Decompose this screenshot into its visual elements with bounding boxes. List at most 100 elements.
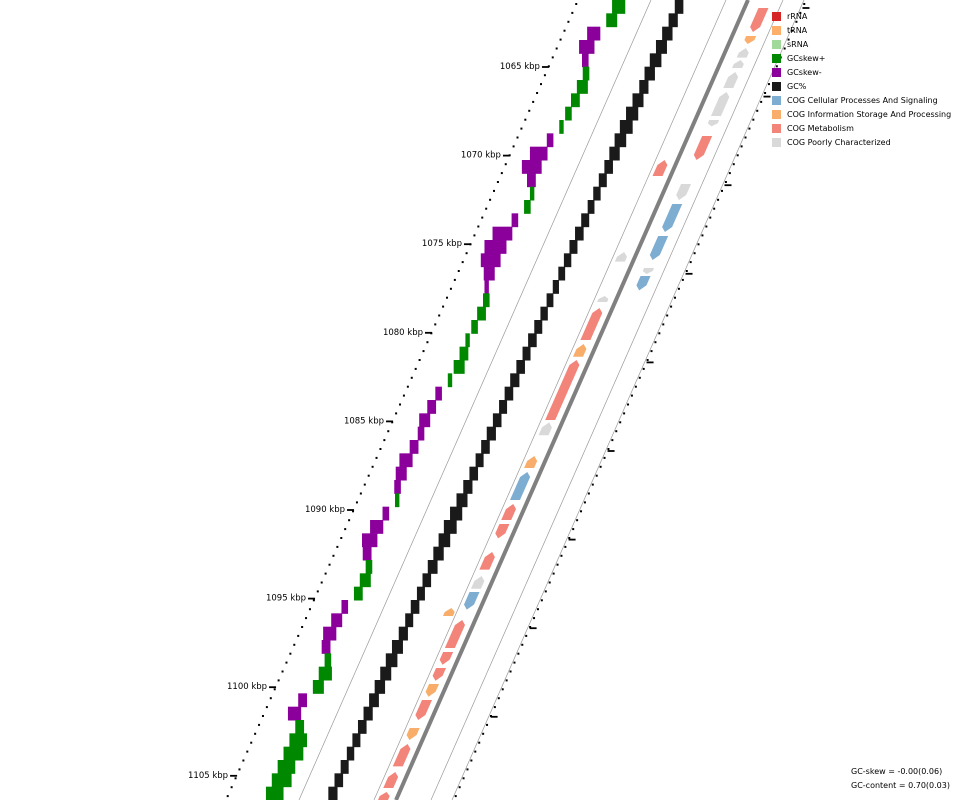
inner-feature [439,652,454,665]
gc-skew-bar [559,120,564,134]
outer-scale-dot [591,483,594,486]
legend-swatch [772,11,781,21]
gc-content-bar [540,306,548,321]
gc-content-bar [626,106,639,121]
inner-feature [392,744,411,767]
legend-item: COG Information Storage And Processing [772,107,951,121]
legend-label: COG Metabolism [787,123,854,133]
axis-dot [489,198,492,201]
legend-swatch [772,81,781,91]
gc-content-track [328,0,684,800]
gc-skew-bar [453,360,465,374]
axis-dot [375,456,378,459]
outer-scale-dot [787,38,790,41]
outer-scale-dot [478,741,481,744]
outer-scale-dot [709,216,712,219]
legend-swatch [772,25,781,35]
legend-label: COG Cellular Processes And Signaling [787,95,938,105]
outer-scale-dot [646,359,649,361]
axis-dot [312,599,315,602]
inner-feature [432,668,447,681]
outer-scale-dot [576,519,579,522]
outer-scale-dot [603,456,606,459]
gc-content-bar [534,320,543,334]
gc-content-bar [380,666,392,681]
outer-scale-dot [501,688,504,691]
outer-scale-dot [760,100,763,103]
outer-scale-dot [783,47,786,50]
axis-dot [355,501,358,504]
gc-skew-bar [459,346,469,361]
axis-dot [297,634,300,637]
outer-scale-dot [674,296,677,299]
gc-content-bar [369,693,379,708]
axis-dot [348,519,351,522]
position-axis: 1065 kbp 1070 kbp 1075 kbp 1080 kbp 1085 kbp… [188,3,810,798]
outer-feature [662,204,683,232]
gc-skew-bar [417,426,425,441]
gc-skew-bar [587,26,601,41]
backbone [394,0,750,800]
inner-feature [614,252,628,262]
outer-scale-dot [466,768,469,771]
axis-dot [281,670,284,673]
gc-skew-bar [289,733,307,748]
axis-dot [442,305,445,308]
legend-item: sRNA [772,37,951,51]
axis-dot [426,341,429,344]
gc-content-bar [546,293,554,308]
gc-content-bar [385,653,398,668]
axis-dot [520,127,523,130]
axis-tick-label: 1100 kbp [227,682,267,692]
gc-content-bar [363,706,373,721]
outer-scale-dot [728,172,731,175]
outer-scale-dot [493,706,496,709]
outer-scale-dot [736,154,739,157]
axis-dot [230,786,233,789]
outer-scale-dot [642,367,645,370]
gc-content-bar [619,120,633,134]
axis-dot [238,768,241,771]
axis-tick-label: 1065 kbp [500,62,540,72]
outer-scale-dot [627,403,630,406]
outer-scale-dot [580,510,583,513]
axis-dot [246,750,249,753]
axis-dot [332,554,335,557]
stats-panel: GC-skew = -0.00(0.06) GC-content = 0.70(… [851,765,950,793]
axis-dot [422,350,425,353]
axis-dot [496,181,499,183]
inner-feature [597,296,609,302]
legend-item: GC% [772,79,951,93]
gc-content-bar [639,80,649,94]
axis-dot [344,528,347,531]
outer-scale-dot [752,118,755,121]
axis-dot [477,225,480,228]
axis-dot [285,661,288,664]
outer-scale-dot [803,3,806,5]
outer-scale-dot [658,332,661,335]
axis-dot [379,448,382,450]
axis-dot [504,163,507,166]
gc-content-bar [416,586,425,601]
legend-swatch [772,123,781,133]
axis-dot [551,56,554,59]
legend-label: sRNA [787,39,809,49]
inner-feature [425,684,440,697]
axis-dot [328,563,331,566]
outer-feature [642,268,655,274]
legend-item: COG Poorly Characterized [772,135,951,149]
gc-content-bar [662,26,673,41]
gc-skew-bar [265,786,284,800]
gc-skew-bar [359,573,371,588]
axis-tick-label: 1075 kbp [422,239,462,249]
axis-dot [359,492,362,495]
gc-skew-bar [395,466,407,481]
gc-content-bar [516,360,525,374]
outer-scale-dot [732,163,735,166]
axis-dot [289,652,292,655]
axis-dot [571,11,574,14]
gc-content-bar [609,146,620,161]
outer-scale-dot [799,11,802,14]
axis-dot [324,572,327,575]
gc-content-bar [604,160,613,174]
